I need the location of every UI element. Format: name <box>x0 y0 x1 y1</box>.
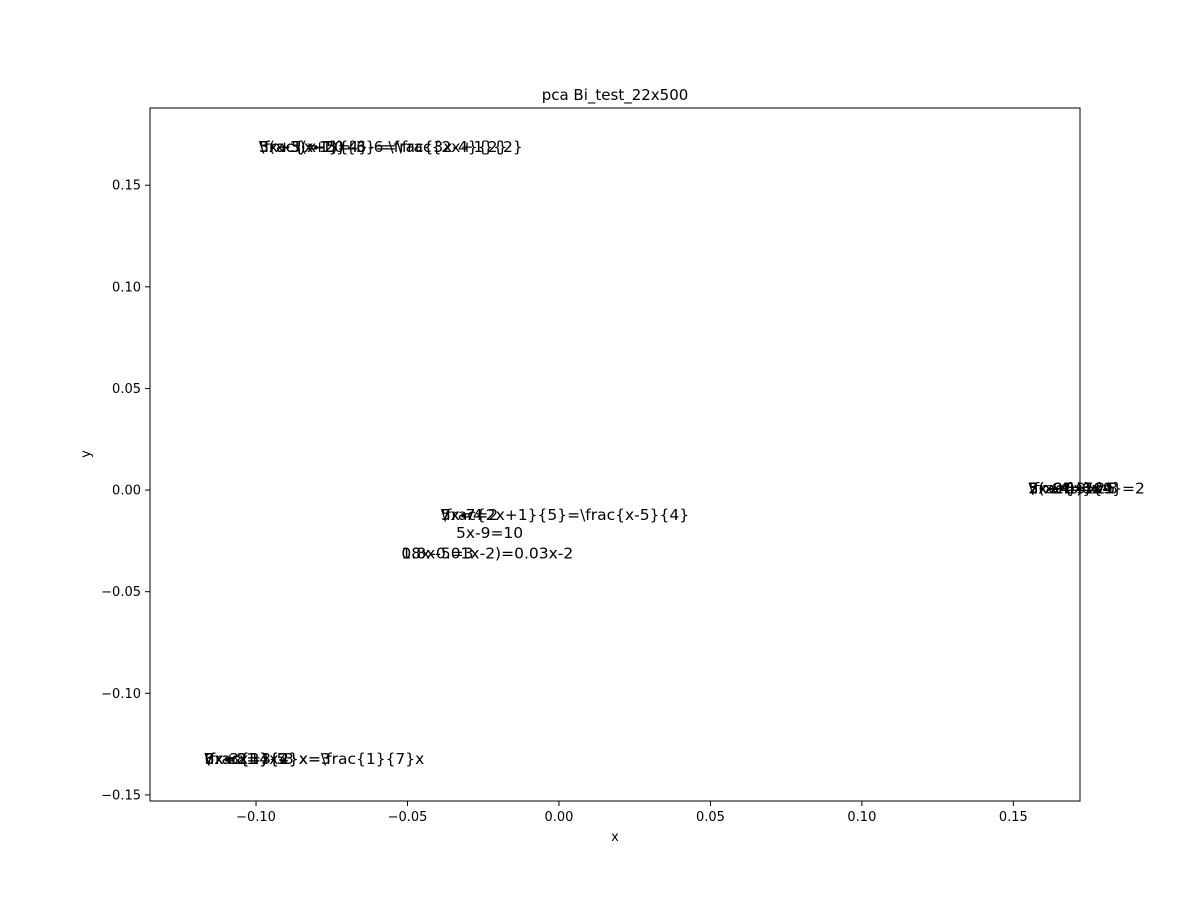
x-axis-label: x <box>611 830 619 845</box>
plot-frame <box>149 107 1081 802</box>
y-tick-label: 0.10 <box>112 280 141 295</box>
point-label: 7x=21 <box>205 750 257 768</box>
point-label: 6x-3x=3-5 <box>205 750 287 768</box>
point-label: \frac{x-1}{4}-6=\frac{2x+1}{2} <box>259 138 523 156</box>
point-label: 5(x-3)=-20 <box>259 138 344 156</box>
point-labels: 3x+5(x-1)=-65(x-3)=-20\frac{x-1}{4}-6=\f… <box>205 138 1145 768</box>
y-tick-label: 0.05 <box>112 382 141 397</box>
point-label: 5x-9=-6x <box>1029 480 1101 498</box>
y-tick-label: 0.00 <box>112 484 141 499</box>
y-tick-label: 0.15 <box>112 179 141 194</box>
x-tick-label: 0.05 <box>696 810 725 825</box>
point-label: \frac{2x+1}{5}=\frac{x-5}{4} <box>441 506 689 524</box>
point-label: 3x+5(x-1)=-6 <box>259 138 366 156</box>
x-axis: −0.10 −0.05 0.00 0.05 0.10 0.15 <box>236 801 1028 825</box>
point-label: 18x-0.01x-2)=0.03x-2 <box>401 545 573 563</box>
x-tick-label: −0.10 <box>236 810 276 825</box>
x-tick-label: 0.00 <box>544 810 573 825</box>
point-label: \frac{x+5}{3}=\frac{3x-4}{2} <box>259 138 507 156</box>
x-tick-label: −0.05 <box>388 810 428 825</box>
point-label: 5(x+1)=25 <box>1029 480 1116 498</box>
chart-title: pca Bi_test_22x500 <box>542 86 689 105</box>
y-axis: −0.15 −0.10 −0.05 0.00 0.05 0.10 0.15 <box>101 179 150 803</box>
point-label: \frac{3}{4}x=3 <box>205 750 331 768</box>
point-label: 2(x-4)=x-9 <box>1029 480 1113 498</box>
point-label: 7x=4 <box>441 506 483 524</box>
x-tick-label: 0.10 <box>847 810 876 825</box>
x-tick-label: 0.15 <box>999 810 1028 825</box>
point-label: \frac{1}{2}x=\frac{1}{7}x <box>205 750 425 768</box>
point-label: 3x+4=7x-8 <box>1029 480 1118 498</box>
y-tick-label: −0.15 <box>101 788 141 803</box>
y-axis-label: y <box>79 450 94 458</box>
point-label: 2x+4=10 <box>1029 480 1104 498</box>
plot-area <box>149 107 1081 802</box>
point-label: \frac{x}{4}=2 <box>1029 480 1145 498</box>
point-label: 5x-7=2 <box>441 506 498 524</box>
point-label: 5x-9=10 <box>456 524 523 542</box>
point-label: 3x+8=4x-3 <box>205 750 294 768</box>
point-label: 7x-2=9 <box>1029 480 1086 498</box>
y-tick-label: −0.05 <box>101 585 141 600</box>
point-label: 0.8x-5=3 <box>401 545 473 563</box>
y-tick-label: −0.10 <box>101 687 141 702</box>
